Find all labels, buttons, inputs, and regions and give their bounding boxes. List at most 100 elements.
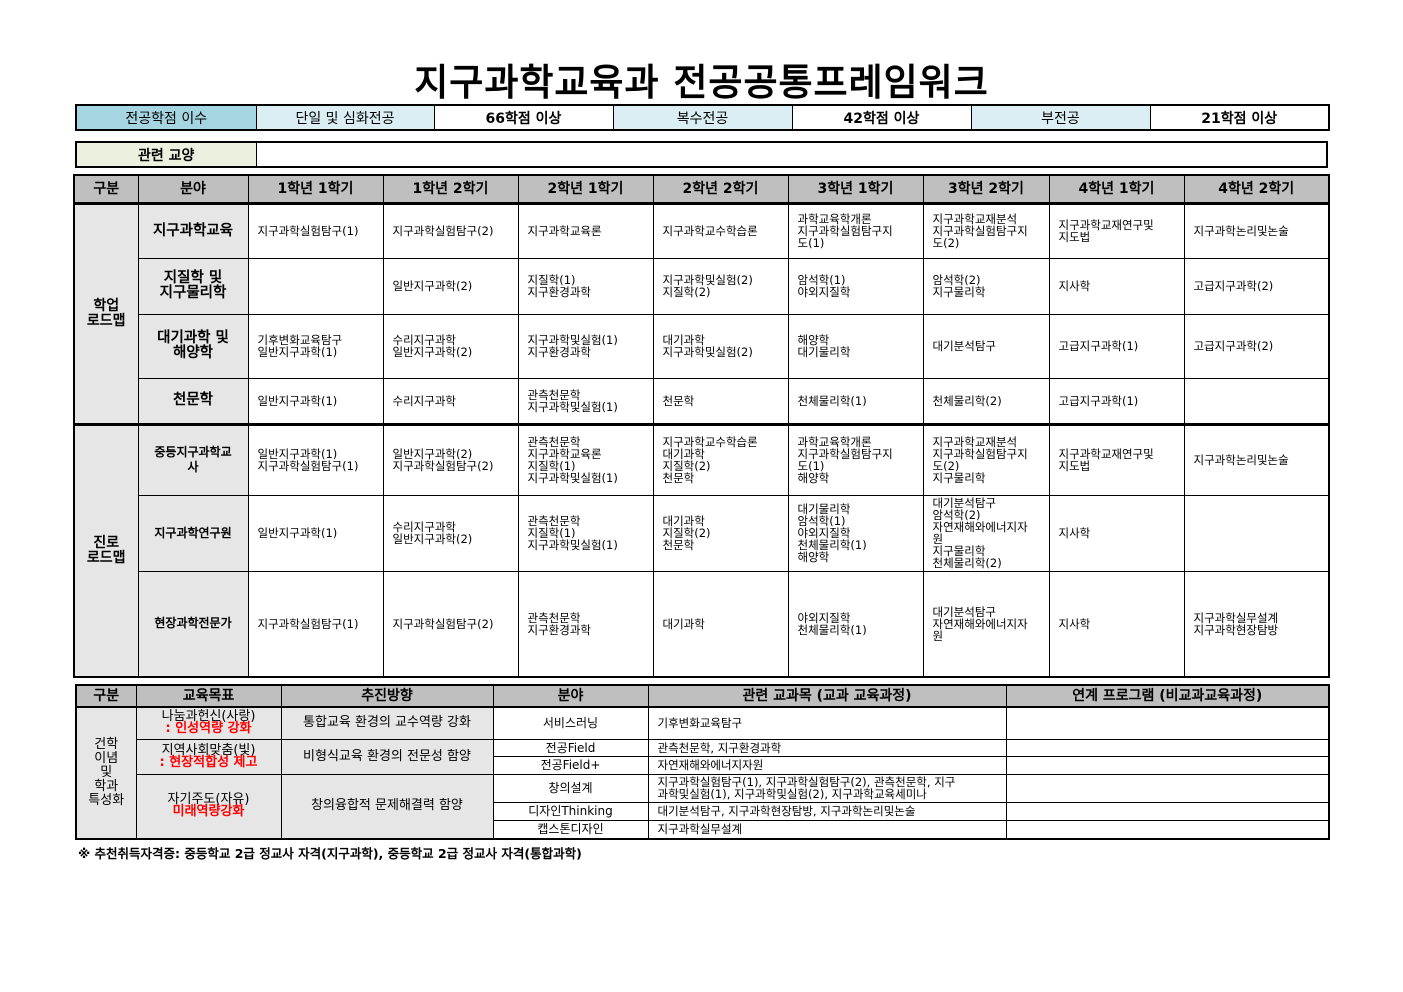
column-header: 1학년 1학기: [247, 174, 384, 205]
field-label: 천문학: [137, 377, 249, 425]
column-header: 분야: [137, 174, 249, 205]
column-header: 1학년 2학기: [382, 174, 519, 205]
course-cell: 지구과학교수학습론 대기과학 지질학(2) 천문학: [652, 422, 789, 496]
program-cell: [1005, 755, 1330, 775]
course-cell: 지질학(1) 지구환경과학: [517, 257, 654, 315]
goal-cell: 지역사회맞춤(빛): 현장적합성 제고: [135, 738, 282, 775]
program-cell: [1005, 706, 1330, 740]
field-cell: 서비스러닝: [492, 706, 649, 740]
column-header: 추진방향: [280, 684, 494, 708]
course-cell: 수리지구과학 일반지구과학(2): [382, 494, 519, 572]
goal-subtitle: 미래역량강화: [172, 804, 245, 820]
column-header: 교육목표: [135, 684, 282, 708]
course-cell: 대기과학: [652, 570, 789, 678]
column-header: 4학년 2학기: [1183, 174, 1330, 205]
course-cell: 지구과학교재연구및 지도법: [1048, 202, 1185, 259]
course-cell: [247, 257, 384, 315]
course-cell: 지구과학교재분석 지구과학실험탐구지 도(2): [922, 202, 1050, 259]
course-cell: 과학교육학개론 지구과학실험탐구지 도(1): [787, 202, 924, 259]
header-row: 구분 분야 1학년 1학기 1학년 2학기 2학년 1학기 2학년 2학기 3학년 1학기 3…: [73, 174, 1330, 205]
course-cell: 고급지구과학(1): [1048, 313, 1185, 379]
course-cell: 대기과학 지구과학및실험(2): [652, 313, 789, 379]
course-cell: 대기과학 지질학(2) 천문학: [652, 494, 789, 572]
table-row: 천문학 일반지구과학(1) 수리지구과학 관측천문학 지구과학및실험(1) 천문학 천체물…: [74, 377, 1330, 425]
credit-value: 66학점 이상: [433, 104, 614, 131]
course-cell: 지구과학실험탐구(1): [247, 202, 384, 259]
column-header: 4학년 1학기: [1048, 174, 1185, 205]
direction-cell: 비형식교육 환경의 전문성 함양: [280, 738, 494, 775]
credit-type: 복수전공: [612, 104, 793, 131]
course-cell: 대기분석탐구 암석학(2) 자연재해와에너지자 원 지구물리학 천체물리학(2): [922, 494, 1050, 572]
course-cell: [1183, 377, 1330, 425]
group-label: 진로 로드맵: [73, 422, 139, 678]
category-label: 건학 이념 및 학과 특성화: [75, 706, 137, 840]
courses-cell: 지구과학실무설계: [647, 819, 1007, 840]
course-cell: 지구과학실험탐구(2): [382, 202, 519, 259]
course-cell: 지구과학실무설계 지구과학현장탐방: [1183, 570, 1330, 678]
column-header: 분야: [492, 684, 649, 708]
course-cell: 지사학: [1048, 570, 1185, 678]
course-cell: [1183, 494, 1330, 572]
courses-cell: 자연재해와에너지자원: [647, 755, 1007, 775]
course-cell: 천문학: [652, 377, 789, 425]
course-cell: 지구과학교육론: [517, 202, 654, 259]
column-header: 3학년 1학기: [787, 174, 924, 205]
course-cell: 과학교육학개론 지구과학실험탐구지 도(1) 해양학: [787, 422, 924, 496]
direction-cell: 창의융합적 문제해결력 함양: [280, 773, 494, 840]
course-cell: 지구과학및실험(1) 지구환경과학: [517, 313, 654, 379]
field-label: 대기과학 및 해양학: [137, 313, 249, 379]
roadmap-table: 구분 분야 1학년 1학기 1학년 2학기 2학년 1학기 2학년 2학기 3학년 1학기 3…: [73, 174, 1330, 678]
course-cell: 암석학(1) 야외지질학: [787, 257, 924, 315]
course-cell: 지구과학교수학습론: [652, 202, 789, 259]
goal-cell: 자기주도(자유) 미래역량강화: [135, 773, 282, 840]
header-row: 구분 교육목표 추진방향 분야 관련 교과목 (교과 교육과정) 연계 프로그램 (비교과…: [75, 684, 1330, 708]
course-cell: 지구과학실험탐구(1): [247, 570, 384, 678]
program-cell: [1005, 819, 1330, 840]
field-label: 지질학 및 지구물리학: [137, 257, 249, 315]
course-cell: 수리지구과학: [382, 377, 519, 425]
goal-subtitle: : 인성역량 강화: [165, 721, 252, 737]
course-cell: 고급지구과학(2): [1183, 257, 1330, 315]
course-cell: 고급지구과학(1): [1048, 377, 1185, 425]
column-header: 구분: [75, 684, 137, 708]
course-cell: 기후변화교육탐구 일반지구과학(1): [247, 313, 384, 379]
philosophy-table: 구분 교육목표 추진방향 분야 관련 교과목 (교과 교육과정) 연계 프로그램 (비교과…: [75, 684, 1330, 840]
course-cell: 지구과학실험탐구(2): [382, 570, 519, 678]
course-cell: 지구과학교재분석 지구과학실험탐구지 도(2) 지구물리학: [922, 422, 1050, 496]
table-row: 학업 로드맵 지구과학교육 지구과학실험탐구(1) 지구과학실험탐구(2) 지구과학교육…: [73, 202, 1330, 425]
field-cell: 캡스톤디자인: [492, 819, 649, 840]
goal-cell: 나눔과헌신(사랑): 인성역량 강화: [135, 706, 282, 740]
course-cell: 대기분석탐구 자연재해와에너지자 원: [922, 570, 1050, 678]
course-cell: 지구과학및실험(2) 지질학(2): [652, 257, 789, 315]
course-cell: 지구과학교재연구및 지도법: [1048, 422, 1185, 496]
course-cell: 일반지구과학(2) 지구과학실험탐구(2): [382, 422, 519, 496]
table-row: 지역사회맞춤(빛): 현장적합성 제고 비형식교육 환경의 전문성 함양 전공Fie…: [76, 738, 1330, 775]
course-cell: 관측천문학 지구환경과학: [517, 570, 654, 678]
related-liberal-table: 관련 교양: [75, 141, 1328, 168]
course-cell: 대기분석탐구: [922, 313, 1050, 379]
column-header: 연계 프로그램 (비교과교육과정): [1005, 684, 1330, 708]
courses-cell: 지구과학실험탐구(1), 지구과학실험탐구(2), 관측천문학, 지구 과학및실…: [647, 773, 1007, 803]
credit-type: 부전공: [970, 104, 1151, 131]
column-header: 3학년 2학기: [922, 174, 1050, 205]
credit-type: 단일 및 심화전공: [255, 104, 435, 131]
column-header: 구분: [73, 174, 139, 205]
course-cell: 대기물리학 암석학(1) 야외지질학 천체물리학(1) 해양학: [787, 494, 924, 572]
course-cell: 암석학(2) 지구물리학: [922, 257, 1050, 315]
courses-cell: 대기분석탐구, 지구과학현장탐방, 지구과학논리및논술: [647, 801, 1007, 821]
credit-label: 전공학점 이수: [75, 104, 257, 131]
field-label: 지구과학교육: [137, 202, 249, 259]
course-cell: 야외지질학 천체물리학(1): [787, 570, 924, 678]
course-cell: 일반지구과학(1): [247, 494, 384, 572]
field-label: 현장과학전문가: [137, 570, 249, 678]
column-header: 2학년 1학기: [517, 174, 654, 205]
credit-requirements-table: 전공학점 이수 단일 및 심화전공 66학점 이상 복수전공 42학점 이상 부…: [75, 104, 1330, 131]
course-cell: 수리지구과학 일반지구과학(2): [382, 313, 519, 379]
courses-cell: 관측천문학, 지구환경과학: [647, 738, 1007, 757]
course-cell: 천체물리학(1): [787, 377, 924, 425]
column-header: 관련 교과목 (교과 교육과정): [647, 684, 1007, 708]
course-cell: 관측천문학 지질학(1) 지구과학및실험(1): [517, 494, 654, 572]
table-row: 지질학 및 지구물리학 일반지구과학(2) 지질학(1) 지구환경과학 지구과학및실험…: [74, 257, 1330, 315]
course-cell: 일반지구과학(1) 지구과학실험탐구(1): [247, 422, 384, 496]
course-cell: 일반지구과학(1): [247, 377, 384, 425]
